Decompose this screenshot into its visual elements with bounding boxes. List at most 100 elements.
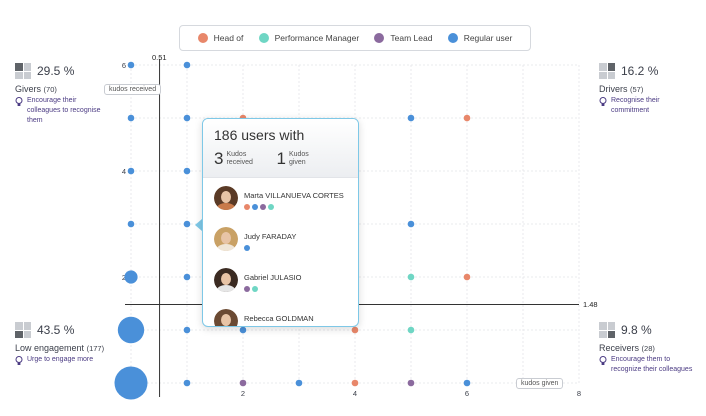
user-name: Rebecca GOLDMAN (244, 314, 314, 323)
kudos-given-label: Kudos given (288, 151, 309, 166)
user-list-item[interactable]: Rebecca GOLDMAN (203, 309, 358, 326)
role-badge-head-of (244, 204, 250, 210)
data-point[interactable] (463, 379, 471, 387)
data-point[interactable] (407, 273, 415, 281)
data-point[interactable] (114, 366, 148, 400)
legend-item-head-of[interactable]: Head of (197, 33, 244, 43)
quadrant-tip: Urge to engage more (27, 356, 94, 363)
quadrant-low-engagement: 43.5 % Low engagement (177) Urge to enga… (15, 322, 125, 366)
data-point[interactable] (124, 270, 138, 284)
y-tick-label: 4 (122, 167, 126, 176)
quadrant-percentage: 16.2 % (621, 64, 659, 78)
kudos-received-count: 3 (214, 149, 224, 168)
quadrant-givers: 29.5 % Givers (70) Encourage their colle… (15, 63, 105, 126)
quadrant-count: (28) (641, 344, 655, 353)
x-tick-label: 8 (577, 389, 581, 398)
avatar (214, 309, 238, 326)
role-badges (244, 286, 302, 292)
quadrant-tip: Encourage their colleagues to recognise … (27, 97, 101, 124)
data-points[interactable] (114, 61, 471, 400)
quadrant-count: (57) (630, 85, 644, 94)
data-point[interactable] (183, 220, 191, 228)
kudos-received-label: Kudos received (226, 151, 253, 166)
user-list-item[interactable]: Gabriel JULASIO (203, 268, 358, 309)
lightbulb-icon (15, 97, 23, 106)
legend-dot (447, 33, 458, 43)
data-point[interactable] (351, 326, 359, 334)
quadrant-receivers: 9.8 % Receivers (28) Encourage them to r… (599, 322, 695, 375)
data-point[interactable] (183, 326, 191, 334)
data-point[interactable] (407, 114, 415, 122)
quadrant-tip: Recognise their commitment (611, 97, 660, 114)
data-point[interactable] (183, 114, 191, 122)
quadrant-bottom-left-icon (15, 322, 31, 338)
quadrant-bottom-right-icon (599, 322, 615, 338)
avatar (214, 268, 238, 292)
lightbulb-icon (599, 356, 607, 365)
data-point[interactable] (407, 220, 415, 228)
role-badge-performance-manager (252, 286, 258, 292)
legend-item-team-lead[interactable]: Team Lead (374, 33, 432, 43)
user-list: Marta VILLANUEVA CORTES Judy FARADAY (203, 178, 358, 326)
user-name: Gabriel JULASIO (244, 273, 302, 282)
quadrant-title: Low engagement (15, 343, 85, 353)
kudos-received-stat: 3 Kudos received (214, 149, 262, 169)
legend-label: Team Lead (390, 33, 433, 43)
data-point[interactable] (407, 326, 415, 334)
data-point[interactable] (239, 379, 247, 387)
data-point[interactable] (183, 379, 191, 387)
user-name: Judy FARADAY (244, 232, 297, 241)
quadrant-percentage: 29.5 % (37, 64, 75, 78)
data-point[interactable] (351, 379, 359, 387)
lightbulb-icon (15, 356, 23, 365)
data-point[interactable] (127, 220, 135, 228)
user-list-item[interactable]: Judy FARADAY (203, 227, 358, 268)
x-reference-value: 0.51 (152, 53, 167, 62)
quadrant-top-left-icon (15, 63, 31, 79)
legend-item-performance-manager[interactable]: Performance Manager (258, 33, 360, 43)
y-axis-label: kudos received (104, 84, 162, 95)
data-point[interactable] (239, 326, 247, 334)
user-list-item[interactable]: Marta VILLANUEVA CORTES (203, 186, 358, 227)
kudos-given-count: 1 (276, 149, 286, 168)
role-badge-regular-user (252, 204, 258, 210)
legend-dot (374, 33, 385, 43)
legend-dot (197, 33, 208, 43)
data-point[interactable] (183, 61, 191, 69)
user-name: Marta VILLANUEVA CORTES (244, 191, 344, 200)
quadrant-percentage: 9.8 % (621, 323, 652, 337)
role-badge-performance-manager (268, 204, 274, 210)
legend-label: Head of (213, 33, 244, 43)
quadrant-top-right-icon (599, 63, 615, 79)
x-tick-label: 2 (241, 389, 245, 398)
role-badge-team-lead (260, 204, 266, 210)
quadrant-title: Givers (15, 84, 42, 94)
data-point[interactable] (127, 167, 135, 175)
legend-label: Regular user (463, 33, 513, 43)
role-badges (244, 245, 296, 251)
legend-item-regular-user[interactable]: Regular user (447, 33, 513, 43)
data-point[interactable] (407, 379, 415, 387)
tooltip-pointer (195, 219, 202, 231)
data-point[interactable] (463, 273, 471, 281)
data-point[interactable] (117, 316, 145, 344)
avatar (214, 186, 238, 210)
x-tick-label: 6 (465, 389, 469, 398)
y-tick-label: 6 (122, 61, 126, 70)
data-point[interactable] (127, 114, 135, 122)
y-tick-label: 2 (122, 273, 126, 282)
role-badge-regular-user (244, 245, 250, 251)
legend-dot (258, 33, 269, 43)
y-reference-value: 1.48 (583, 300, 598, 309)
data-point[interactable] (183, 167, 191, 175)
role-badges (244, 204, 344, 210)
quadrant-percentage: 43.5 % (37, 323, 75, 337)
quadrant-count: (70) (43, 85, 57, 94)
legend-label: Performance Manager (274, 33, 360, 43)
data-point[interactable] (127, 61, 135, 69)
data-point[interactable] (183, 273, 191, 281)
data-point[interactable] (295, 379, 303, 387)
users-tooltip: 186 users with 3 Kudos received 1 Kudos … (202, 118, 359, 327)
data-point[interactable] (463, 114, 471, 122)
